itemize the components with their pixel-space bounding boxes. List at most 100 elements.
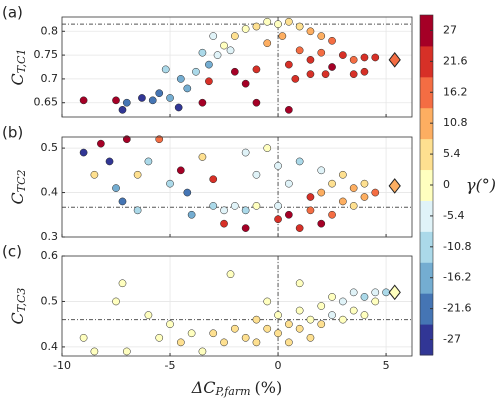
x-tick-label: 5 (383, 359, 390, 372)
point (306, 315, 315, 324)
point (252, 65, 261, 74)
colorbar-tick-label: -21.6 (443, 302, 471, 315)
point (198, 347, 207, 356)
point (90, 170, 99, 179)
y-axis-label-sub: T,C1 (15, 49, 28, 74)
y-tick-label: 0.75 (34, 48, 59, 61)
point (118, 279, 127, 288)
point (360, 293, 369, 301)
point (360, 311, 369, 319)
point (306, 56, 315, 64)
point (285, 17, 293, 26)
point (205, 77, 213, 86)
colorbar-tick-label: 0 (443, 178, 450, 191)
point (209, 202, 218, 210)
point (205, 60, 213, 69)
y-tick-label: 0.5 (41, 294, 59, 307)
highlight-diamond (388, 178, 401, 194)
point (339, 170, 347, 179)
point (252, 202, 261, 210)
point (328, 210, 336, 219)
point (112, 96, 120, 105)
point (241, 333, 250, 342)
y-axis-label-sub: T,C3 (15, 288, 28, 313)
point (79, 333, 88, 342)
y-tick-label: 0.6 (41, 249, 59, 262)
point (241, 206, 250, 215)
highlight-diamond (388, 284, 401, 301)
colorbar-bin (420, 138, 433, 171)
colorbar-bin (420, 262, 433, 294)
point (118, 197, 127, 206)
point (274, 215, 282, 224)
point (176, 75, 185, 83)
point (144, 311, 153, 319)
point (133, 170, 142, 179)
highlight-diamond (388, 52, 401, 68)
x-axis-label-main: ΔC (191, 378, 216, 397)
point (122, 135, 131, 144)
point (138, 94, 146, 102)
point (198, 98, 207, 107)
point (295, 22, 304, 31)
y-axis-label-main: C (8, 192, 27, 204)
y-tick-label: 0.4 (41, 186, 59, 199)
point (349, 306, 358, 315)
point (263, 324, 272, 333)
point (226, 46, 235, 55)
colorbar-tick-label: -27 (443, 333, 461, 346)
point (274, 162, 282, 170)
point (349, 56, 358, 64)
colorbar-bin (420, 293, 433, 325)
point (328, 293, 336, 301)
plot-frame (61, 16, 413, 118)
point (328, 311, 336, 319)
point (166, 320, 174, 329)
point (122, 347, 131, 356)
point (176, 166, 185, 175)
point (155, 333, 164, 342)
point (274, 20, 282, 28)
point (360, 67, 369, 76)
point (174, 103, 183, 112)
point (285, 210, 293, 219)
point (371, 288, 380, 297)
colorbar-tick-label: 21.6 (443, 54, 468, 67)
point (317, 188, 326, 197)
point (176, 338, 185, 347)
point (295, 224, 304, 232)
point (122, 98, 131, 107)
point (285, 60, 293, 69)
point (198, 153, 207, 161)
point (328, 36, 336, 45)
point (317, 219, 326, 228)
point (241, 25, 250, 33)
point (230, 67, 239, 76)
point (241, 79, 250, 88)
point (306, 70, 315, 78)
point (187, 329, 196, 338)
point (105, 157, 114, 166)
point (209, 32, 218, 40)
y-axis-label-main: C (8, 73, 27, 85)
y-axis-label-main: C (8, 312, 27, 324)
point (349, 288, 358, 297)
colorbar-label: γ(°) (466, 176, 496, 195)
point (79, 148, 88, 157)
point (166, 179, 174, 188)
y-tick-label: 0.65 (34, 96, 59, 109)
point (360, 179, 369, 188)
point (317, 166, 326, 175)
point (198, 48, 207, 57)
point (274, 202, 282, 210)
point (230, 324, 239, 333)
point (90, 347, 99, 356)
panel-label: (b) (2, 124, 23, 142)
point (291, 75, 300, 83)
point (285, 179, 293, 188)
point (295, 324, 304, 333)
y-tick-label: 0.5 (41, 141, 59, 154)
y-axis-label-sub: TC2 (15, 169, 28, 192)
